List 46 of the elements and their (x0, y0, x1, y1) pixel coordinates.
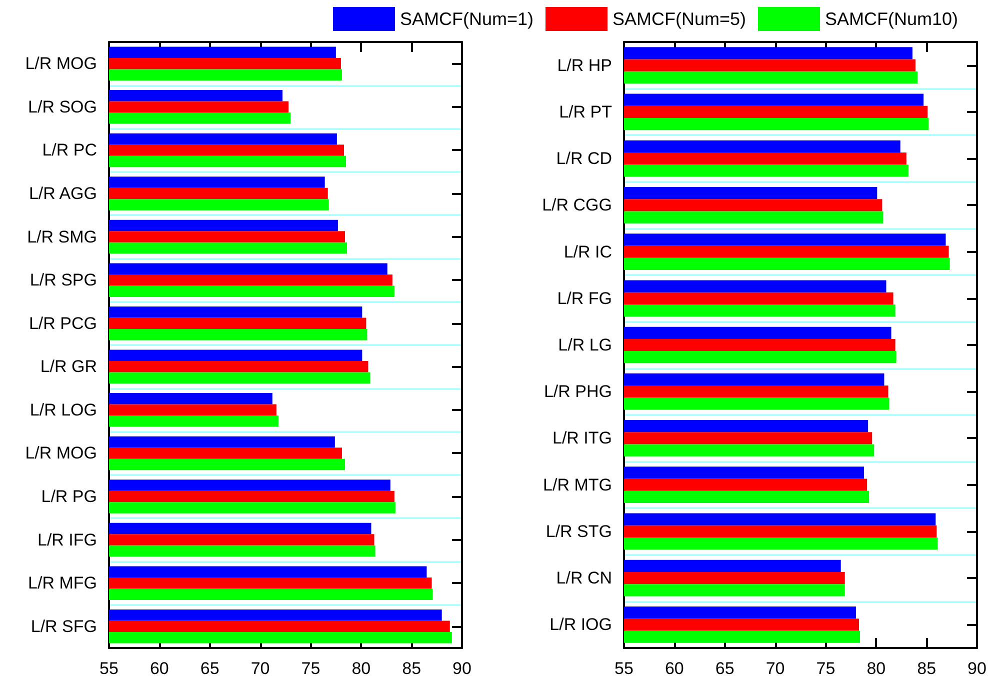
y-tick-label: L/R SFG (30, 616, 97, 636)
y-tick-label: L/R MOG (25, 444, 97, 463)
y-tick-label: L/R IFG (37, 530, 97, 550)
y-tick-label: L/R PCG (28, 314, 97, 333)
y-tick-label: L/R SPG (30, 270, 97, 290)
y-tick-label: L/R PHG (544, 382, 612, 402)
x-tick-label: 70 (250, 659, 270, 678)
x-tick-label: 90 (452, 659, 472, 678)
x-tick-label: 80 (352, 659, 371, 678)
y-tick-label: L/R IC (564, 242, 612, 262)
y-tick-label: L/R SOG (28, 97, 97, 116)
y-tick-label: L/R CN (556, 568, 612, 588)
x-tick-label: 80 (866, 659, 886, 678)
y-tick-label: L/R PC (42, 140, 97, 160)
x-tick-label: 90 (968, 659, 986, 678)
y-tick-label: L/R CD (556, 149, 612, 168)
legend-label: SAMCF(Num10) (825, 9, 958, 29)
y-tick-label: L/R IOG (550, 615, 612, 634)
x-tick-label: 55 (100, 659, 118, 678)
y-tick-label: L/R MTG (543, 475, 612, 494)
x-tick-label: 75 (301, 659, 320, 678)
x-tick-label: 75 (816, 659, 836, 678)
y-tick-label: L/R PG (41, 487, 97, 506)
y-tick-label: L/R FG (557, 288, 612, 308)
y-tick-label: L/R SMG (27, 227, 97, 246)
legend-label: SAMCF(Num=1) (400, 9, 534, 29)
x-tick-label: 55 (614, 659, 634, 678)
x-tick-label: 65 (200, 659, 220, 678)
y-tick-label: L/R CGG (542, 196, 612, 215)
y-tick-label: L/R AGG (28, 184, 97, 203)
y-tick-label: L/R STG (546, 522, 612, 541)
x-tick-label: 60 (150, 659, 169, 678)
y-tick-label: L/R ITG (552, 428, 612, 448)
x-tick-label: 85 (402, 659, 422, 678)
y-tick-label: L/R MOG (25, 54, 97, 74)
y-tick-label: L/R MFG (28, 574, 97, 593)
x-tick-label: 65 (715, 659, 734, 678)
y-tick-label: L/R LG (558, 336, 612, 354)
y-tick-label: L/R PT (559, 102, 612, 122)
x-tick-label: 70 (766, 659, 785, 678)
y-tick-label: L/R GR (40, 357, 97, 376)
y-tick-label: L/R LOG (30, 400, 97, 420)
x-tick-label: 60 (664, 659, 684, 678)
legend-label: SAMCF(Num=5) (612, 9, 746, 29)
x-tick-label: 85 (917, 659, 936, 678)
y-tick-label: L/R HP (557, 56, 612, 75)
